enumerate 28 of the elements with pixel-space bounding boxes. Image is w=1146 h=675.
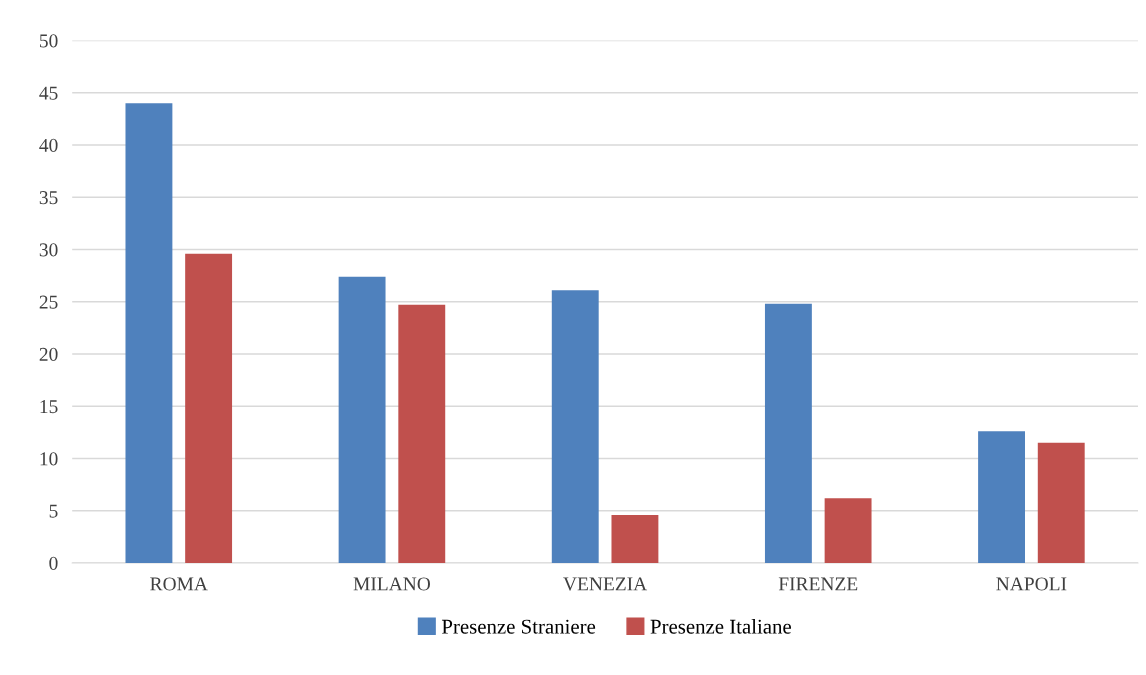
x-tick-label: VENEZIA — [563, 577, 648, 591]
y-tick-label: 45 — [39, 86, 58, 100]
x-tick-label: MILANO — [353, 577, 431, 591]
bar — [185, 253, 233, 563]
y-tick-label: 50 — [39, 34, 58, 48]
x-tick-label: NAPOLI — [996, 577, 1067, 591]
bar — [125, 103, 173, 563]
y-tick-label: 10 — [40, 452, 58, 466]
y-tick-label: 40 — [39, 138, 58, 152]
y-tick-label: 30 — [39, 243, 58, 257]
y-tick-label: 5 — [49, 504, 58, 518]
bar — [824, 498, 872, 563]
legend-label: Presenze Straniere — [441, 619, 596, 634]
x-tick-label: ROMA — [150, 577, 208, 591]
y-tick-label: 15 — [40, 400, 58, 414]
bar — [611, 514, 659, 563]
bar — [978, 431, 1026, 563]
y-tick-label: 0 — [49, 556, 58, 570]
y-tick-label: 35 — [39, 191, 58, 205]
bar — [551, 290, 599, 563]
y-tick-label: 20 — [39, 347, 58, 361]
y-tick-label: 25 — [39, 295, 58, 309]
bar — [338, 276, 386, 563]
bar — [764, 303, 812, 563]
bar — [398, 304, 446, 563]
x-tick-label: FIRENZE — [778, 577, 858, 591]
legend-label: Presenze Italiane — [650, 619, 791, 634]
bar — [1037, 442, 1085, 563]
